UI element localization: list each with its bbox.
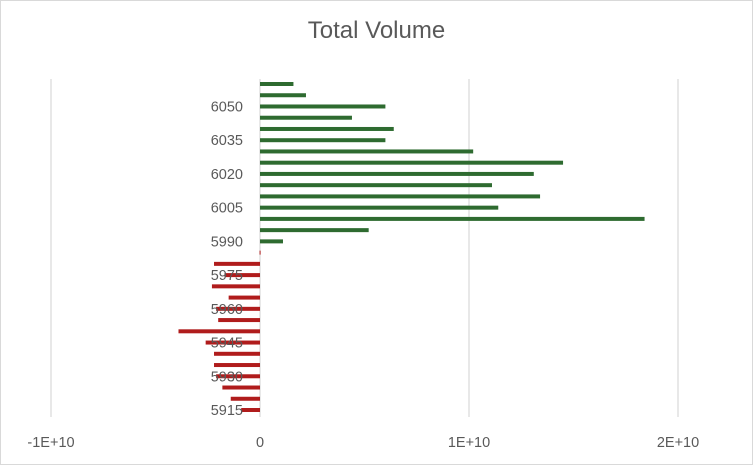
bar-5985 — [259, 250, 261, 255]
bar-5995 — [260, 228, 369, 233]
bar-5940 — [214, 351, 260, 356]
chart-title: Total Volume — [307, 17, 446, 44]
bar-5960 — [216, 306, 260, 311]
bar-5925 — [222, 385, 260, 390]
x-axis-labels: -1E+10 0 1E+10 2E+10 — [27, 435, 699, 451]
y-tick-label: 6005 — [211, 201, 243, 217]
y-tick-label: 6050 — [211, 99, 243, 115]
bar-6055 — [260, 93, 306, 98]
bar-6035 — [260, 138, 386, 143]
bars — [178, 82, 645, 412]
y-tick-label: 5960 — [211, 302, 243, 318]
y-tick-label: 5990 — [211, 234, 243, 250]
y-axis-labels: 6050 6035 6020 6005 5990 5975 5960 5945 5930 5915 — [211, 99, 243, 419]
y-tick-label: 5915 — [211, 403, 243, 419]
bar-6020 — [260, 171, 534, 176]
bar-5915 — [241, 408, 260, 412]
bar-6040 — [260, 126, 394, 131]
bar-6005 — [260, 205, 499, 210]
bar-6050 — [260, 104, 386, 109]
y-tick-label: 5930 — [211, 369, 243, 385]
bar-6025 — [260, 160, 564, 165]
bar-5945 — [205, 340, 260, 345]
bar-5980 — [214, 261, 260, 266]
bar-5920 — [230, 396, 260, 401]
y-tick-label: 5945 — [211, 336, 243, 352]
bar-6060 — [260, 82, 294, 86]
bar-6015 — [260, 183, 492, 188]
bar-6030 — [260, 149, 474, 154]
bar-5990 — [260, 239, 283, 244]
y-tick-label: 5975 — [211, 268, 243, 284]
bar-5930 — [216, 374, 260, 379]
bar-5955 — [218, 318, 260, 323]
bar-5970 — [211, 284, 260, 289]
x-tick-label: 2E+10 — [657, 435, 699, 451]
y-tick-label: 6020 — [211, 167, 243, 183]
bar-6010 — [260, 194, 541, 199]
bar-5950 — [178, 329, 260, 334]
bar-6045 — [260, 115, 352, 120]
gridlines — [50, 79, 679, 417]
x-tick-label: 1E+10 — [448, 435, 490, 451]
y-tick-label: 6035 — [211, 133, 243, 149]
bar-5935 — [214, 363, 260, 368]
bar-5965 — [228, 295, 260, 300]
bar-6000 — [260, 216, 645, 221]
x-tick-label: 0 — [256, 435, 264, 451]
x-tick-label: -1E+10 — [27, 435, 74, 451]
bar-5975 — [224, 273, 260, 278]
